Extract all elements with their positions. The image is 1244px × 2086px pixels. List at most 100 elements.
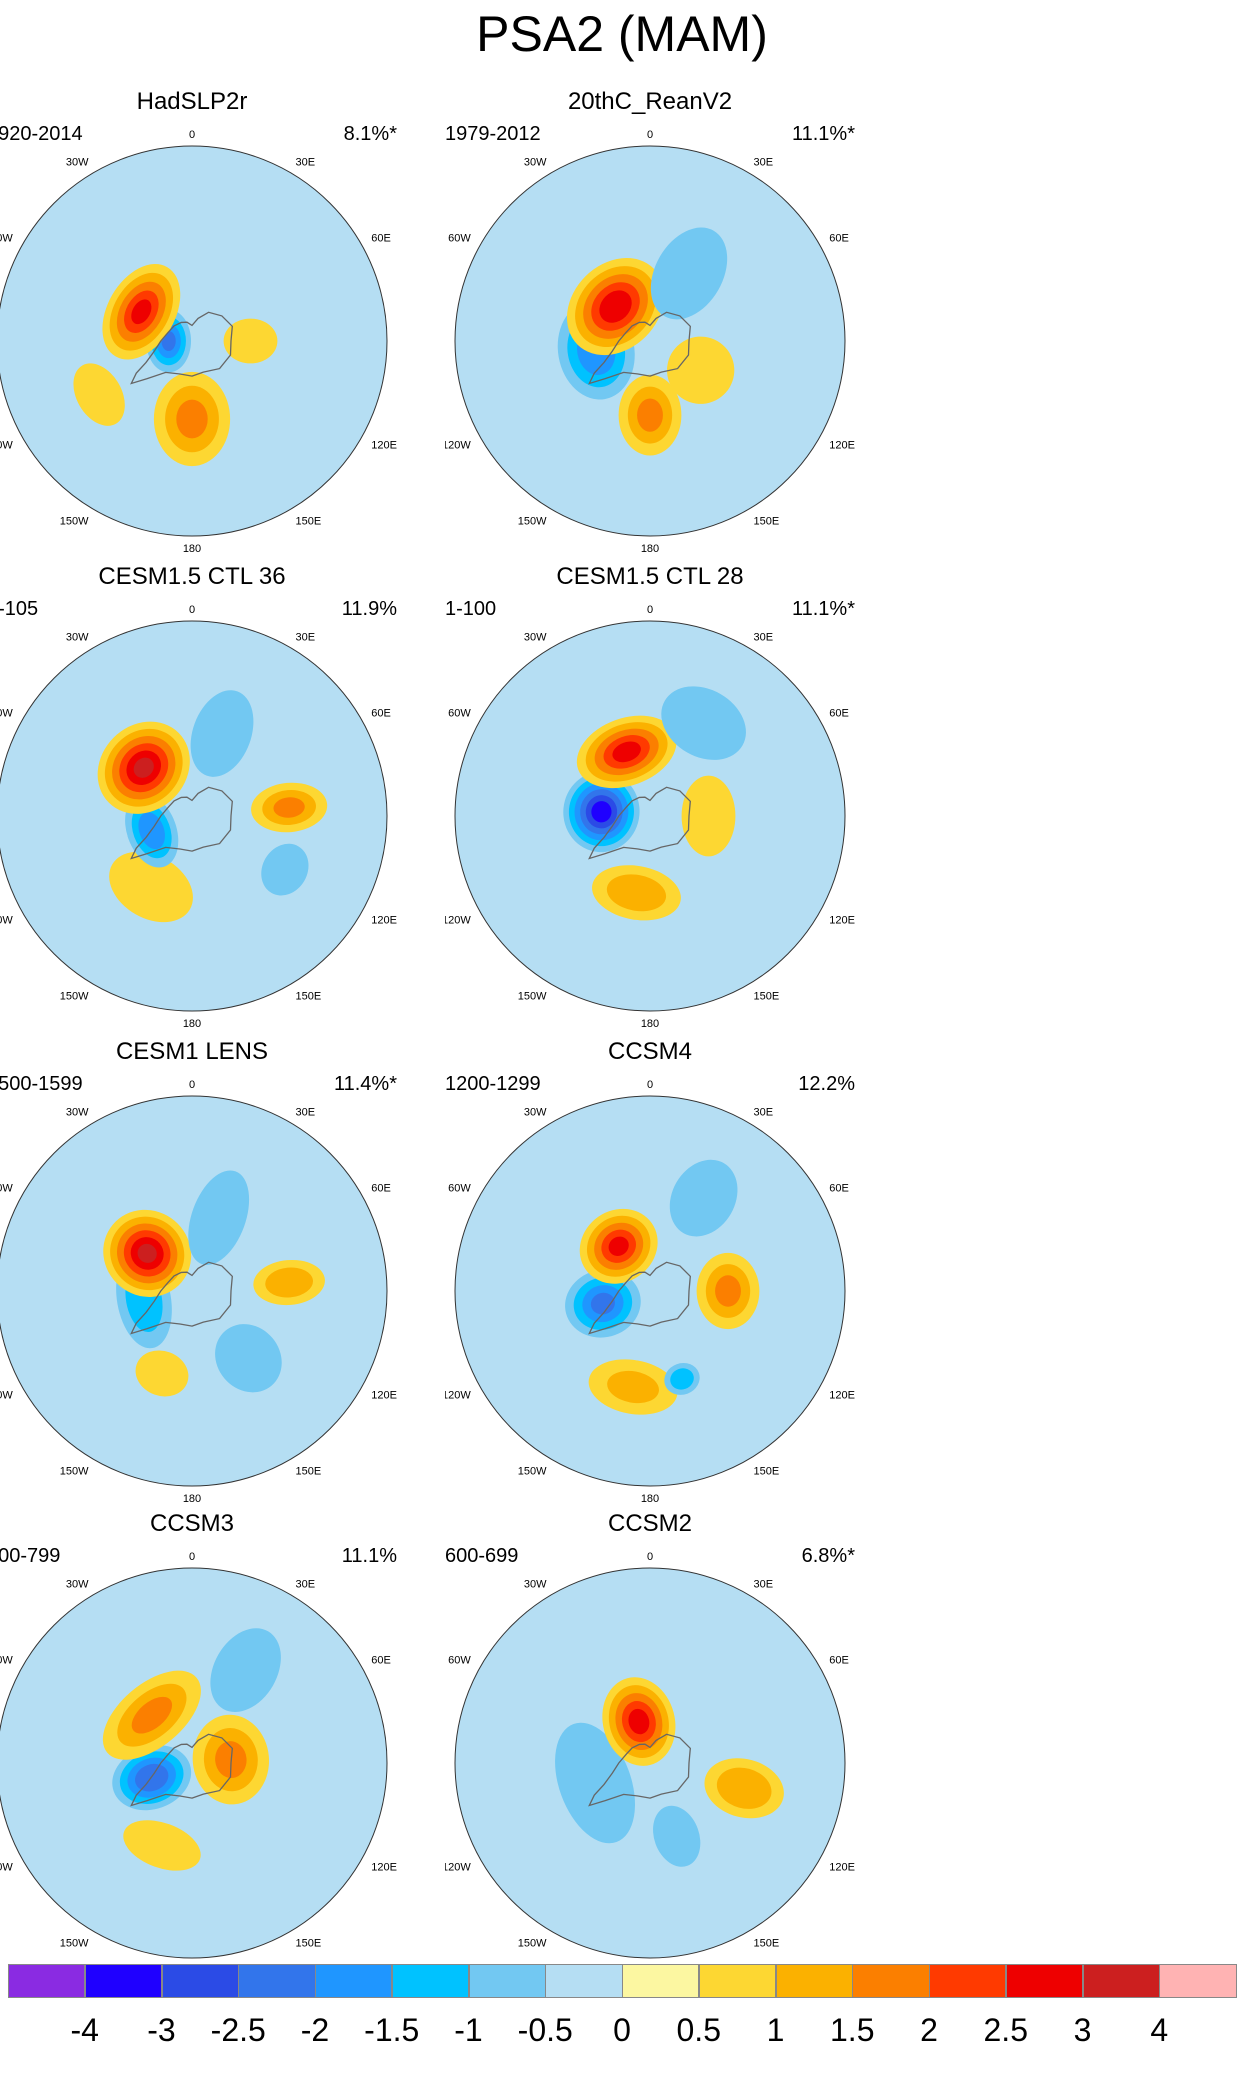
longitude-label: 150W: [60, 1937, 89, 1949]
colorbar-tick-label: 0: [613, 2012, 631, 2048]
contour-fill: [590, 1292, 615, 1315]
longitude-label: 60E: [829, 233, 849, 245]
panel-years: 1-100: [445, 598, 497, 620]
longitude-label: 60W: [0, 1655, 13, 1667]
colorbar-box: [622, 1964, 700, 1998]
longitude-label: 60E: [371, 708, 391, 720]
negative-anomaly: [653, 1805, 701, 1867]
positive-anomaly: [602, 1677, 676, 1766]
contour-fill: [73, 363, 125, 426]
contour-fill: [715, 1275, 741, 1307]
longitude-label: 60E: [371, 1655, 391, 1667]
contour-fill: [273, 797, 305, 818]
map-panel: 030E60E90E120E150E180150W120W90W60W30WCC…: [445, 1510, 855, 1990]
longitude-label: 180: [641, 1018, 659, 1030]
colorbar-box: [1005, 1964, 1083, 1998]
longitude-label: 150W: [518, 515, 547, 527]
contour-fill: [606, 874, 667, 912]
longitude-label: 120E: [371, 915, 397, 927]
colorbar: -4 -3 -2.5 -2 -1.5 -1 -0.5 0 0.5 1 1.5 2 2.5 3 4: [8, 1964, 1237, 2084]
map-panel: 030E60E90E120E150E180150W120W90W60W30WHa…: [0, 88, 397, 568]
colorbar-tick-label: 1: [766, 2012, 785, 2048]
map-panel: 030E60E90E120E150E180150W120W90W60W30WCE…: [0, 563, 397, 1043]
longitude-label: 0: [189, 1551, 195, 1563]
longitude-label: 150E: [296, 515, 322, 527]
longitude-label: 60E: [829, 708, 849, 720]
positive-anomaly: [153, 371, 231, 467]
longitude-label: 150E: [754, 1465, 780, 1477]
colorbar-tick-label: 3: [1073, 2012, 1092, 2048]
map-boundary: [454, 145, 846, 537]
contour-fill: [612, 741, 641, 763]
longitude-label: 150W: [60, 990, 89, 1002]
colorbar-box: [315, 1964, 393, 1998]
negative-anomaly: [661, 686, 746, 760]
polar-map: 030E60E90E120E150E180150W120W90W60W30W: [445, 604, 855, 1030]
longitude-label: 30W: [524, 1579, 547, 1591]
longitude-label: 30E: [754, 632, 774, 644]
panel-variance: 8.1%*: [343, 123, 397, 145]
negative-anomaly: [563, 771, 640, 853]
panel-title: CESM1.5 CTL 28: [556, 563, 744, 590]
colorbar-box: [929, 1964, 1007, 1998]
panel-years: 6-105: [0, 598, 39, 620]
longitude-label: 120W: [0, 915, 13, 927]
longitude-label: 0: [189, 1079, 195, 1091]
longitude-label: 30W: [66, 157, 89, 169]
negative-anomaly: [188, 1170, 250, 1265]
polar-map: 030E60E90E120E150E180150W120W90W60W30W: [445, 129, 855, 555]
longitude-label: 0: [647, 1551, 653, 1563]
map-panel: 030E60E90E120E150E180150W120W90W60W30WCE…: [445, 563, 855, 1043]
colorbar-box: [852, 1964, 930, 1998]
antarctica-coastline: [588, 1261, 691, 1335]
panel-title: 20thC_ReanV2: [567, 88, 733, 115]
longitude-label: 30E: [296, 1107, 316, 1119]
map-boundary: [0, 1095, 388, 1487]
longitude-label: 60W: [0, 708, 13, 720]
longitude-label: 60W: [0, 1183, 13, 1195]
field-background: [0, 621, 387, 1011]
positive-anomaly: [97, 721, 190, 814]
longitude-label: 30E: [754, 157, 774, 169]
longitude-label: 60E: [829, 1183, 849, 1195]
contour-fill: [261, 843, 309, 896]
positive-anomaly: [681, 775, 736, 857]
longitude-label: 60E: [371, 233, 391, 245]
colorbar-box: [698, 1964, 776, 1998]
contour-fill: [190, 690, 254, 777]
longitude-label: 0: [647, 604, 653, 616]
contour-fill: [667, 336, 735, 404]
contour-fill: [265, 1267, 313, 1298]
colorbar-box: [775, 1964, 853, 1998]
panel-variance: 11.1%*: [791, 598, 855, 620]
contour-fill: [223, 318, 278, 364]
positive-anomaly: [566, 257, 665, 356]
colorbar-tick-label: 2.5: [983, 2012, 1028, 2048]
contour-fill: [135, 1350, 189, 1397]
longitude-label: 30W: [66, 1107, 89, 1119]
negative-anomaly: [261, 843, 309, 896]
positive-anomaly: [223, 318, 278, 364]
positive-anomaly: [251, 782, 328, 833]
contour-fill: [137, 1243, 157, 1263]
contour-fill: [607, 1370, 659, 1404]
longitude-label: 150E: [296, 990, 322, 1002]
positive-anomaly: [123, 1820, 201, 1871]
longitude-label: 30E: [754, 1107, 774, 1119]
field-background: [455, 146, 845, 536]
negative-anomaly: [190, 690, 254, 777]
panel-years: 1500-1599: [0, 1073, 83, 1095]
colorbar-box: [391, 1964, 469, 1998]
panel-years: 700-799: [0, 1545, 61, 1567]
longitude-label: 30E: [754, 1579, 774, 1591]
longitude-label: 150W: [518, 1465, 547, 1477]
longitude-label: 120E: [829, 915, 855, 927]
longitude-label: 0: [189, 129, 195, 141]
contour-fill: [716, 1767, 772, 1809]
longitude-label: 60W: [448, 708, 471, 720]
positive-anomaly: [102, 264, 181, 360]
longitude-label: 120E: [829, 440, 855, 452]
map-boundary: [454, 1567, 846, 1959]
contour-fill: [628, 1708, 650, 1735]
longitude-label: 30W: [524, 157, 547, 169]
